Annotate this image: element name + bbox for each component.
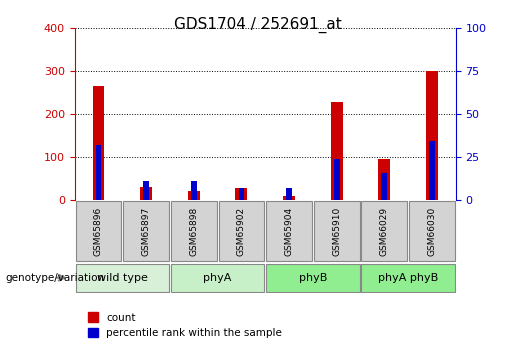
- Bar: [191, 181, 197, 200]
- Text: GSM65898: GSM65898: [190, 207, 198, 256]
- Text: GSM65904: GSM65904: [285, 207, 294, 256]
- FancyBboxPatch shape: [314, 201, 359, 261]
- FancyBboxPatch shape: [123, 201, 169, 261]
- FancyBboxPatch shape: [76, 264, 169, 292]
- FancyBboxPatch shape: [266, 201, 312, 261]
- FancyBboxPatch shape: [409, 201, 455, 261]
- Text: GSM65902: GSM65902: [237, 207, 246, 256]
- Bar: [379, 159, 390, 200]
- Bar: [143, 181, 149, 200]
- Bar: [331, 102, 342, 200]
- FancyBboxPatch shape: [171, 264, 264, 292]
- FancyBboxPatch shape: [266, 264, 359, 292]
- Text: phyB: phyB: [299, 273, 327, 283]
- Bar: [140, 187, 152, 200]
- Text: GDS1704 / 252691_at: GDS1704 / 252691_at: [174, 17, 341, 33]
- Text: GSM66030: GSM66030: [427, 207, 436, 256]
- Text: phyA: phyA: [203, 273, 232, 283]
- Bar: [93, 86, 105, 200]
- FancyBboxPatch shape: [362, 264, 455, 292]
- Text: GSM65910: GSM65910: [332, 207, 341, 256]
- Bar: [426, 71, 438, 200]
- Bar: [238, 188, 244, 200]
- FancyBboxPatch shape: [171, 201, 217, 261]
- Bar: [286, 188, 292, 200]
- Text: genotype/variation: genotype/variation: [5, 273, 104, 283]
- FancyBboxPatch shape: [76, 201, 122, 261]
- Bar: [334, 159, 339, 200]
- Bar: [382, 172, 387, 200]
- Bar: [283, 196, 295, 200]
- FancyBboxPatch shape: [362, 201, 407, 261]
- FancyBboxPatch shape: [218, 201, 264, 261]
- Bar: [429, 141, 435, 200]
- Text: phyA phyB: phyA phyB: [378, 273, 438, 283]
- Text: GSM66029: GSM66029: [380, 207, 389, 256]
- Bar: [235, 188, 247, 200]
- Bar: [188, 191, 200, 200]
- Bar: [96, 145, 101, 200]
- Text: GSM65896: GSM65896: [94, 207, 103, 256]
- Legend: count, percentile rank within the sample: count, percentile rank within the sample: [88, 313, 282, 338]
- Text: wild type: wild type: [97, 273, 148, 283]
- Text: GSM65897: GSM65897: [142, 207, 150, 256]
